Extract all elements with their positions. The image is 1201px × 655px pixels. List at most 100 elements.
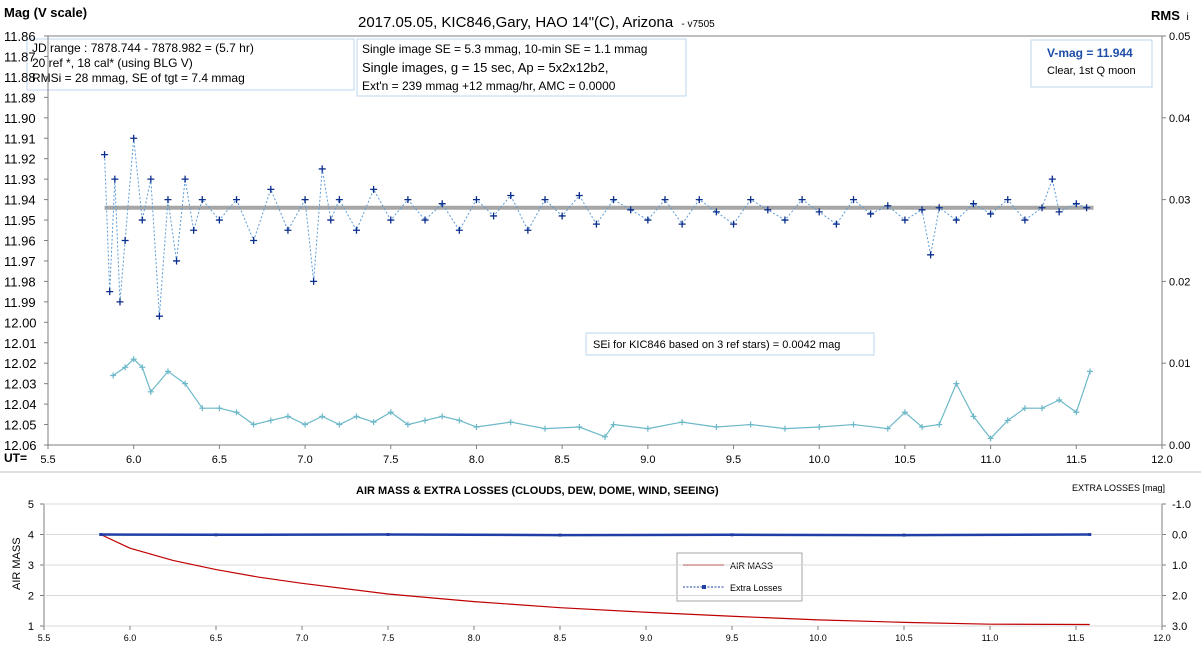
magnitude-point [250,237,258,244]
se-line-1: Single image SE = 5.3 mmag, 10-min SE = … [362,42,647,56]
jd-range-box [26,38,355,91]
x-tick-label: 10.5 [894,454,915,466]
magnitude-point [138,216,146,224]
rms-point [456,417,463,424]
rms-subscript: i [1187,12,1189,23]
magnitude-point [1072,200,1080,208]
rms-point [679,419,686,426]
rms-point [816,424,823,431]
bottom-x-tick-label: 7.5 [382,633,395,643]
rms-point [250,421,257,428]
magnitude-point [1055,208,1063,216]
rms-point [936,421,943,428]
magnitude-point [490,212,498,220]
rms-label: RMS [1151,8,1180,23]
magnitude-point [335,196,343,204]
y-tick-label: 11.94 [4,193,36,208]
magnitude-point [747,196,755,204]
extra-losses-point [1088,533,1092,536]
bottom-x-tick-label: 12.0 [1153,633,1171,643]
rms-point [713,424,720,431]
y-tick-label: 12.00 [4,315,37,330]
rms-point [216,405,223,412]
magnitude-point [215,216,223,224]
top-y-axis-label: Mag (V scale) [4,5,87,20]
y-tick-label: 11.99 [4,295,36,310]
rms-point [1087,368,1094,375]
rms-point [610,421,617,428]
se-box [356,38,687,97]
rms-point [302,421,309,428]
y-tick-label: 11.96 [4,234,36,249]
magnitude-point [101,151,109,159]
magnitude-point [764,206,772,214]
magnitude-point [610,196,618,204]
x-tick-label: 7.5 [383,454,398,466]
bottom-x-tick-label: 8.0 [468,633,481,643]
y-tick-label: 12.03 [4,377,37,392]
top-plot-area: 11.86 11.87 11.88 11.89 11.90 11.91 11.92 11.93… [4,29,1190,466]
bottom-x-tick-label: 6.0 [124,633,137,643]
magnitude-point [781,216,789,224]
extra-losses-line [100,533,1090,537]
magnitude-point [712,208,720,216]
rms-point [233,409,240,416]
rms-point [781,425,788,432]
y-tick-label: 11.95 [4,213,36,228]
magnitude-point [798,196,806,204]
magnitude-point [987,210,995,218]
y-tick-label: 11.86 [4,29,36,44]
rms-point [147,388,154,395]
magnitude-point [935,204,943,212]
rms-point [182,380,189,387]
y2-tick-label: 0.02 [1169,276,1190,288]
magnitude-point [155,312,163,320]
rms-point [542,425,549,432]
y-tick-label: 12.02 [4,356,37,371]
x-tick-label: 6.5 [212,454,227,466]
rms-point [576,424,583,431]
vmag-box [1030,39,1153,88]
sky-condition-label: Clear, 1st Q moon [1047,65,1136,77]
y-tick-label: 11.97 [4,254,36,269]
magnitude-point [121,237,129,244]
bottom-y2-tick-label: 3.0 [1172,621,1187,633]
rms-point [884,425,891,432]
bottom-y-axis-label: AIR MASS [11,537,23,590]
jd-range-line-2: 20 ref *, 18 cal* (using BLG V) [32,56,193,70]
jd-range-line-3: RMSi = 28 mmag, SE of tgt = 7.4 mmag [32,71,245,85]
x-tick-label: 8.0 [469,454,484,466]
y-tick-label: 11.90 [4,111,36,126]
magnitude-point [867,210,875,218]
x-tick-label: 11.5 [1066,454,1087,466]
bottom-y-tick-label: 4 [28,530,34,542]
magnitude-point [1004,196,1012,204]
rms-point [473,424,480,431]
extra-losses-point [214,533,218,537]
magnitude-point [952,216,960,224]
bottom-x-tick-label: 6.5 [210,633,223,643]
magnitude-point [301,196,309,204]
magnitude-point [130,134,138,142]
sei-label: SEi for KIC846 based on 3 ref stars) = 0… [593,339,840,351]
magnitude-point [370,185,378,193]
magnitude-point [558,212,566,220]
x-tick-label: 11.0 [980,454,1001,466]
bottom-y-tick-label: 1 [28,621,34,633]
top-x-axis-label: UT= [4,451,27,465]
y2-tick-label: 0.05 [1169,31,1190,43]
x-tick-label: 6.0 [126,454,141,466]
magnitude-point [198,196,206,204]
extra-losses-point [730,533,734,537]
magnitude-point [310,277,318,285]
bottom-y2-tick-label: 1.0 [1172,560,1187,572]
bottom-chart-title: AIR MASS & EXTRA LOSSES (CLOUDS, DEW, DO… [356,485,719,497]
se-line-3: Ext'n = 239 mmag +12 mmag/hr, AMC = 0.00… [362,79,616,93]
x-tick-label: 12.0 [1151,454,1172,466]
y-tick-label: 11.93 [4,172,36,187]
x-tick-label: 10.0 [809,454,830,466]
legend-box [676,552,803,602]
magnitude-point [507,192,515,200]
title-version: - v7505 [681,19,715,30]
rms-point [110,372,117,379]
